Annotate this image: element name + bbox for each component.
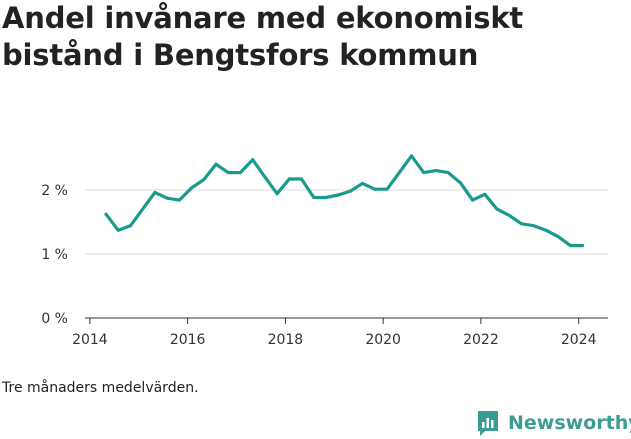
data-point [300,177,304,181]
x-tick-label: 2022 [463,332,499,348]
series-line [104,154,585,248]
y-tick-label: 0 % [41,311,68,327]
data-point [177,198,181,202]
data-point [190,186,194,190]
data-point [532,224,536,228]
data-point [202,178,206,182]
x-axis: 2014 2016 2018 2020 2022 2024 [72,317,608,348]
data-point [153,190,157,194]
data-point [581,244,585,248]
series-group [104,154,585,248]
data-point [287,177,291,181]
data-point [263,175,267,179]
data-point [251,158,255,162]
data-point [214,162,218,166]
data-point [471,198,475,202]
data-point [128,224,132,228]
data-point [434,169,438,173]
y-tick-label: 1 % [41,247,68,263]
data-point [116,228,120,232]
data-point [385,187,389,191]
y-tick-label: 2 % [41,183,68,199]
x-tick-label: 2014 [72,332,108,348]
data-point [397,171,401,175]
data-point [373,187,377,191]
brand-logo[interactable]: Newsworthy [476,408,631,438]
data-point [422,171,426,175]
chart-title: Andel invånare med ekonomiskt bistånd i … [2,1,524,72]
x-tick-label: 2024 [561,332,597,348]
x-tick-label: 2018 [268,332,304,348]
data-point [275,192,279,196]
data-point [507,213,511,217]
data-point [519,222,523,226]
data-point [238,171,242,175]
data-point [544,228,548,232]
data-point [410,154,414,158]
x-tick-label: 2020 [365,332,401,348]
x-tick-label: 2016 [170,332,206,348]
chart-note: Tre månaders medelvärden. [2,380,199,396]
data-point [361,181,365,185]
y-axis-ticks: 0 % 1 % 2 % [41,183,68,327]
brand-name: Newsworthy [508,412,631,434]
data-point [226,171,230,175]
data-point [458,181,462,185]
data-point [446,171,450,175]
grid-lines [85,189,608,255]
data-point [495,207,499,211]
data-point [312,196,316,200]
data-point [568,244,572,248]
data-point [324,196,328,200]
data-point [104,212,108,216]
data-point [336,193,340,197]
data-point [141,207,145,211]
newsworthy-logo-icon [478,411,498,436]
data-point [165,196,169,200]
data-point [483,192,487,196]
data-point [556,235,560,239]
data-point [348,189,352,193]
